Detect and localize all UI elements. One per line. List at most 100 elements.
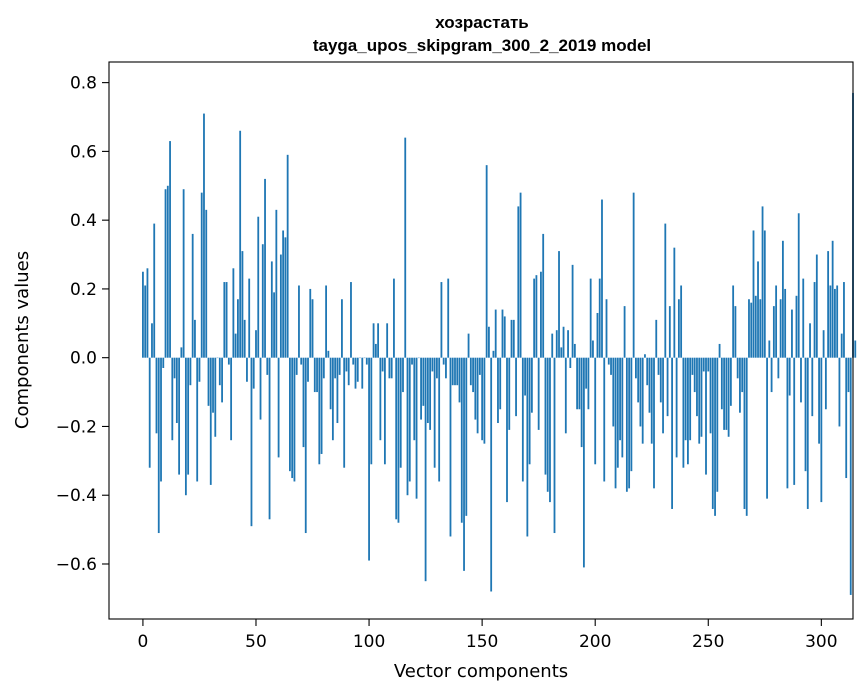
bar-123 xyxy=(420,357,422,420)
bar-270 xyxy=(752,230,755,358)
bar-313 xyxy=(849,357,852,595)
bar-41 xyxy=(234,333,237,358)
bar-211 xyxy=(619,357,621,441)
bar-178 xyxy=(544,357,547,475)
bar-19 xyxy=(184,357,187,496)
y-tick-label: −0.2 xyxy=(56,417,97,437)
y-tick-label: −0.4 xyxy=(56,486,97,506)
bar-27 xyxy=(203,113,205,358)
bar-50 xyxy=(255,330,257,358)
bar-172 xyxy=(530,357,533,413)
bar-126 xyxy=(426,357,429,424)
bar-101 xyxy=(370,357,373,465)
bar-186 xyxy=(562,326,565,358)
bar-303 xyxy=(827,251,830,358)
bar-157 xyxy=(497,357,499,424)
bar-130 xyxy=(436,357,438,379)
bar-66 xyxy=(291,357,294,479)
bar-222 xyxy=(644,354,646,358)
bar-225 xyxy=(650,357,653,444)
bar-293 xyxy=(804,357,807,472)
bar-181 xyxy=(551,333,554,358)
bar-205 xyxy=(605,299,608,358)
bar-79 xyxy=(320,357,323,454)
bar-301 xyxy=(822,330,825,358)
bar-281 xyxy=(777,357,780,379)
bar-311 xyxy=(845,357,848,479)
bar-289 xyxy=(795,295,798,358)
bar-17 xyxy=(180,347,183,358)
bar-84 xyxy=(331,357,334,441)
bar-226 xyxy=(653,357,655,489)
bar-134 xyxy=(445,357,447,379)
bar-164 xyxy=(512,319,515,358)
bar-90 xyxy=(345,357,348,372)
bar-276 xyxy=(766,357,768,499)
bar-31 xyxy=(212,357,214,413)
bar-55 xyxy=(266,357,269,375)
bar-268 xyxy=(748,299,750,358)
bar-244 xyxy=(693,357,696,393)
bar-5 xyxy=(153,223,156,358)
bar-264 xyxy=(739,357,741,413)
bar-248 xyxy=(702,357,705,372)
bar-20 xyxy=(187,357,190,475)
bar-58 xyxy=(273,292,275,358)
bar-260 xyxy=(729,357,732,406)
bar-227 xyxy=(655,319,658,358)
bar-107 xyxy=(383,357,386,465)
bar-150 xyxy=(481,357,484,441)
bar-193 xyxy=(578,357,581,410)
bar-12 xyxy=(169,141,171,358)
bar-63 xyxy=(284,237,287,358)
bar-29 xyxy=(207,357,210,406)
bar-140 xyxy=(458,357,461,403)
bar-221 xyxy=(641,357,644,444)
bar-189 xyxy=(569,357,572,368)
bar-291 xyxy=(800,357,802,403)
bar-14 xyxy=(173,357,176,379)
bar-200 xyxy=(594,357,597,465)
y-axis-ticks: −0.6 −0.4 −0.2 0.0 0.2 0.4 0.6 0.8 xyxy=(56,74,109,575)
bar-69 xyxy=(298,285,300,358)
bar-176 xyxy=(540,271,542,358)
bar-309 xyxy=(840,333,843,358)
bar-290 xyxy=(797,213,800,358)
bar-174 xyxy=(535,275,538,358)
bar-83 xyxy=(329,357,332,410)
bar-170 xyxy=(526,357,529,537)
bar-229 xyxy=(659,357,662,403)
bar-231 xyxy=(664,223,667,358)
bar-210 xyxy=(616,357,619,468)
bar-47 xyxy=(248,278,251,358)
bar-282 xyxy=(779,299,782,358)
bar-129 xyxy=(433,357,436,468)
bar-108 xyxy=(386,323,389,358)
bar-198 xyxy=(589,278,592,358)
bar-180 xyxy=(549,357,551,503)
bar-163 xyxy=(510,319,513,358)
bar-128 xyxy=(431,357,434,372)
bar-197 xyxy=(587,357,590,410)
bar-249 xyxy=(705,357,707,475)
bar-86 xyxy=(336,357,339,424)
bar-232 xyxy=(666,357,669,417)
bar-183 xyxy=(555,330,558,358)
bar-196 xyxy=(585,357,588,389)
bar-261 xyxy=(732,285,735,358)
bar-102 xyxy=(372,323,375,358)
bar-251 xyxy=(709,357,712,434)
bar-294 xyxy=(806,357,809,509)
bar-111 xyxy=(393,278,395,358)
bar-127 xyxy=(429,357,432,430)
bar-120 xyxy=(413,357,416,441)
bar-78 xyxy=(318,357,321,465)
bar-62 xyxy=(282,230,285,358)
bar-159 xyxy=(501,309,504,358)
bar-156 xyxy=(494,309,497,358)
bar-230 xyxy=(662,357,664,434)
bar-258 xyxy=(725,357,728,430)
bar-2 xyxy=(146,268,149,358)
bar-239 xyxy=(682,357,685,468)
